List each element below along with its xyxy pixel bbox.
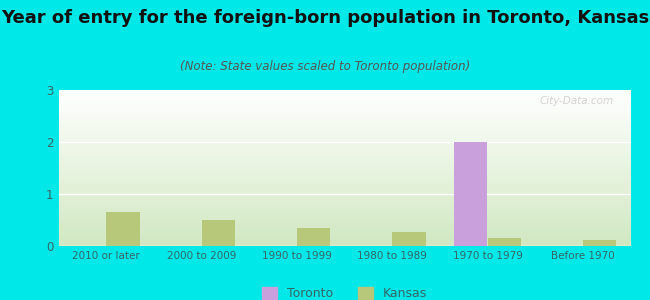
Bar — [583, 240, 616, 246]
Text: Year of entry for the foreign-born population in Toronto, Kansas: Year of entry for the foreign-born popul… — [1, 9, 649, 27]
Bar — [488, 238, 521, 246]
Legend: Toronto, Kansas: Toronto, Kansas — [257, 282, 432, 300]
Bar — [392, 232, 426, 246]
Bar — [297, 228, 330, 246]
Bar — [202, 220, 235, 246]
Text: City-Data.com: City-Data.com — [540, 96, 614, 106]
Bar — [106, 212, 140, 246]
Bar — [454, 142, 488, 246]
Text: (Note: State values scaled to Toronto population): (Note: State values scaled to Toronto po… — [180, 60, 470, 73]
